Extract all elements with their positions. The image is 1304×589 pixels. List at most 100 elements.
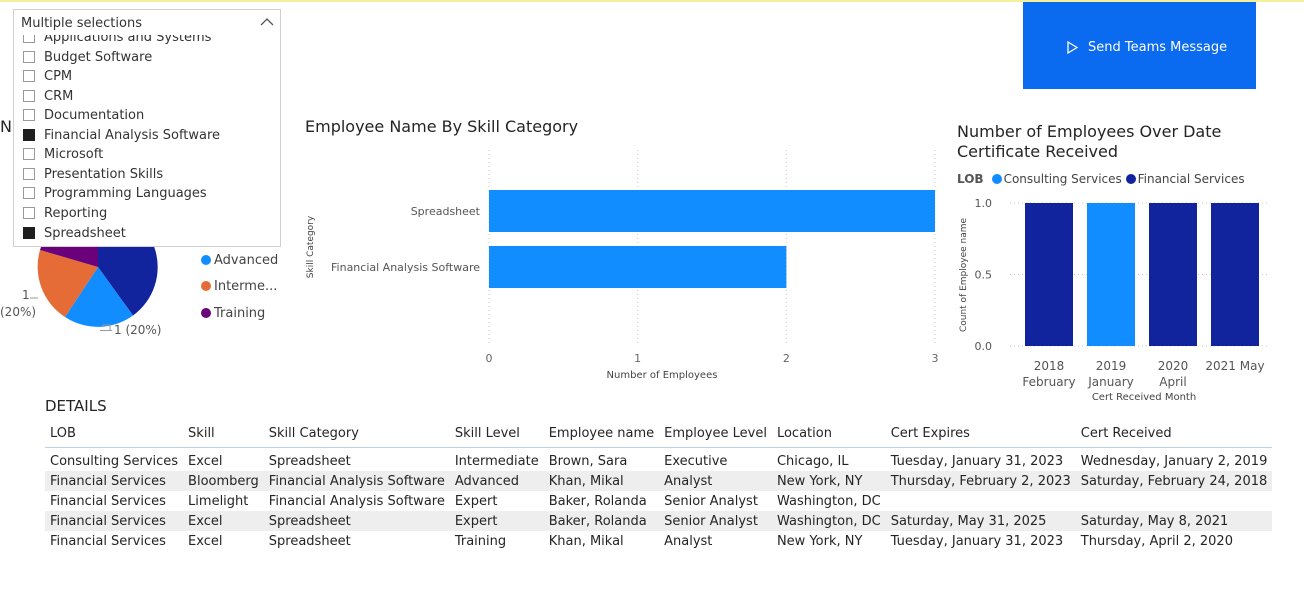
chevron-up-icon[interactable] [260, 15, 274, 29]
table-cell: Spreadsheet [263, 511, 450, 531]
x-tick-label: 0 [486, 352, 493, 365]
table-cell: Training [454, 533, 507, 549]
x-axis-title: Cert Received Month [1092, 392, 1196, 403]
column-header-cert-received[interactable]: Cert Received [1075, 420, 1273, 448]
legend-item-financial-services[interactable]: Financial Services [1125, 172, 1245, 186]
x-tick-label-secondary: April [1159, 375, 1186, 389]
column-header-employee-name[interactable]: Employee name [543, 420, 660, 448]
column-header-skill[interactable]: Skill [183, 420, 264, 448]
slicer-option-cpm[interactable]: CPM [23, 69, 72, 87]
slicer-option-programming-languages[interactable]: Programming Languages [23, 186, 207, 204]
checkbox-icon[interactable] [23, 187, 35, 199]
table-cell: Excel [188, 533, 223, 549]
table-cell: Saturday, May 31, 2025 [885, 511, 1076, 531]
column-header-location[interactable]: Location [771, 420, 886, 448]
column-bar[interactable] [1211, 203, 1259, 346]
table-row[interactable]: Consulting Services Excel Spreadsheet In… [45, 451, 1272, 471]
table-cell: Chicago, IL [776, 453, 849, 469]
column-chart-title-line1: Number of Employees Over Date [957, 122, 1222, 141]
table-cell: Khan, Mikal [543, 471, 660, 491]
column-bar[interactable] [1087, 203, 1135, 346]
table-cell: Executive [664, 453, 728, 469]
legend-item-consulting-services[interactable]: Consulting Services [991, 172, 1122, 186]
table-cell: Baker, Rolanda [543, 511, 660, 531]
column-bar[interactable] [1149, 203, 1197, 346]
slicer-option-reporting[interactable]: Reporting [23, 206, 107, 224]
slicer-option-financial-analysis-software[interactable]: Financial Analysis Software [23, 128, 220, 146]
bar[interactable] [489, 246, 787, 288]
checkbox-icon[interactable] [23, 70, 35, 82]
send-teams-message-button[interactable]: Send Teams Message [1023, 2, 1256, 89]
slicer-option-applications-and-systems[interactable]: Applications and Systems [23, 35, 211, 48]
column-header-employee-level[interactable]: Employee Level [659, 420, 772, 448]
slicer-option-list[interactable]: Applications and Systems Budget Software… [13, 35, 281, 247]
table-cell: Intermediate [454, 453, 539, 469]
table-row[interactable]: Financial Services Excel Spreadsheet Tra… [45, 531, 1272, 551]
table-cell: Financial Services [45, 511, 184, 531]
table-cell: Spreadsheet [268, 533, 351, 549]
x-tick-label: 2018 [1034, 359, 1065, 373]
checkbox-icon[interactable] [23, 109, 35, 121]
table-cell: Financial Services [50, 493, 166, 509]
pie-label-bottom: 1 (20%) [100, 323, 161, 337]
checkbox-icon[interactable] [23, 168, 35, 180]
slicer-option-label: CPM [44, 69, 73, 84]
slicer-option-label: Programming Languages [44, 186, 207, 201]
table-cell [1076, 491, 1273, 511]
x-tick-label: 2020 [1158, 359, 1189, 373]
column-chart: 0.0 0.5 1.0 2018 February 2019 January 2020 Apri… [959, 197, 1270, 403]
checkbox-icon[interactable] [23, 207, 35, 219]
table-cell: Thursday, February 2, 2023 [885, 471, 1076, 491]
slicer-option-label: Spreadsheet [44, 226, 126, 241]
checkbox-checked-icon[interactable] [23, 227, 35, 239]
pie-label-bottom-text: 1 (20%) [114, 323, 162, 337]
slicer-option-microsoft[interactable]: Microsoft [23, 147, 103, 165]
x-tick-label: 2021 May [1205, 359, 1264, 373]
checkbox-icon[interactable] [23, 35, 35, 43]
table-row[interactable]: Financial Services Limelight Financial A… [45, 491, 1272, 511]
y-axis-title: Skill Category [306, 215, 316, 278]
table-row[interactable]: Financial Services Bloomberg Financial A… [45, 471, 1273, 491]
slicer-option-label: Presentation Skills [44, 167, 164, 182]
slicer-option-budget-software[interactable]: Budget Software [23, 50, 152, 68]
x-tick-label-secondary: February [1022, 375, 1075, 389]
table-cell: Washington, DC [771, 511, 886, 531]
slicer-option-spreadsheet[interactable]: Spreadsheet [23, 226, 126, 244]
slicer-option-crm[interactable]: CRM [23, 89, 73, 107]
details-title: DETAILS [45, 397, 107, 415]
column-header-lob[interactable]: LOB [45, 420, 184, 448]
checkbox-icon[interactable] [23, 148, 35, 160]
table-cell: Tuesday, January 31, 2023 [890, 533, 1064, 549]
pie-legend-training[interactable]: Training [201, 306, 265, 321]
pie-legend-advanced[interactable]: Advanced [201, 253, 278, 268]
column-bar[interactable] [1025, 203, 1073, 346]
pie-legend-intermediate[interactable]: Interme... [201, 279, 277, 294]
slicer-option-presentation-skills[interactable]: Presentation Skills [23, 167, 163, 185]
table-cell: Thursday, April 2, 2020 [1080, 533, 1233, 549]
checkbox-icon[interactable] [23, 90, 35, 102]
y-tick-label: 1.0 [975, 197, 993, 210]
pie-leader-bottom [102, 324, 111, 330]
slicer-option-label: Reporting [44, 206, 108, 221]
checkbox-icon[interactable] [23, 51, 35, 63]
legend-dot-icon [201, 308, 211, 318]
bar[interactable] [489, 190, 935, 232]
column-header-cert-expires[interactable]: Cert Expires [885, 420, 1076, 448]
pie-slice-navy[interactable] [98, 230, 158, 316]
column-chart-title-line2: Certificate Received [957, 142, 1118, 161]
x-tick-label: 3 [932, 352, 939, 365]
column-header-skill-category[interactable]: Skill Category [263, 420, 450, 448]
column-header-skill-level[interactable]: Skill Level [449, 420, 544, 448]
x-tick-label-secondary: January [1087, 375, 1134, 389]
slicer-selection-text: Multiple selections [21, 16, 142, 31]
pie-slice-blue[interactable] [65, 267, 133, 327]
slicer-option-label: Budget Software [44, 50, 153, 65]
slicer-option-documentation[interactable]: Documentation [23, 108, 144, 126]
y-tick-label: 0.5 [975, 269, 993, 282]
table-row[interactable]: Financial Services Excel Spreadsheet Exp… [45, 511, 1273, 531]
skill-category-slicer-dropdown[interactable]: Multiple selections [13, 9, 281, 36]
checkbox-checked-icon[interactable] [23, 129, 35, 141]
table-cell: New York, NY [776, 533, 863, 549]
pie-slice-orange[interactable] [37, 250, 98, 317]
y-category-label: Spreadsheet [411, 205, 481, 218]
